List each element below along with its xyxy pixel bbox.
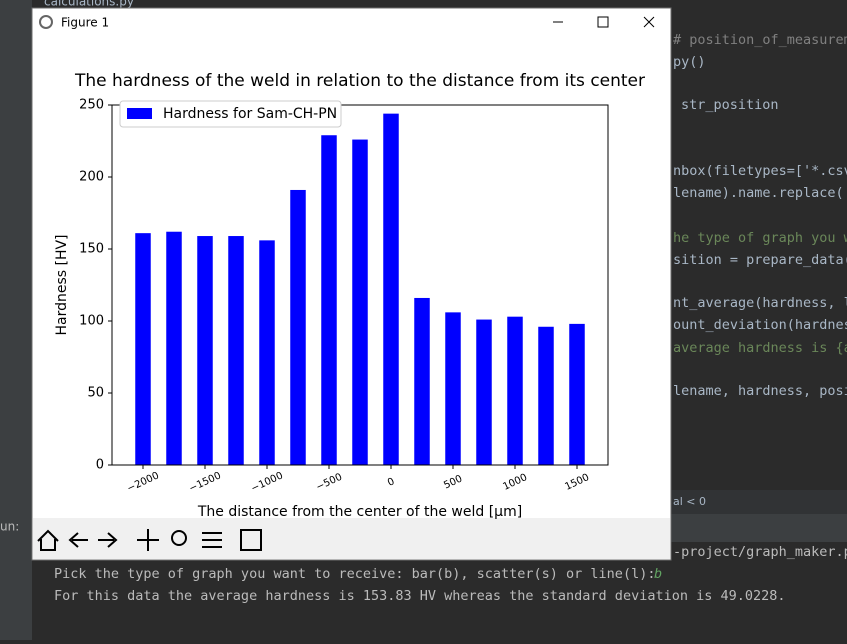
- legend-label: Hardness for Sam-CH-PN: [163, 106, 337, 122]
- x-axis-label: The distance from the center of the weld…: [197, 504, 522, 520]
- bar: [259, 240, 275, 465]
- code-line: he type of graph you w: [673, 230, 847, 246]
- code-line: # position_of_measurem: [673, 32, 847, 48]
- code-line: nbox(filetypes=['*.csv: [673, 163, 847, 179]
- code-line: average hardness is {a: [673, 340, 847, 356]
- y-tick-label: 100: [79, 314, 104, 329]
- legend: Hardness for Sam-CH-PN: [119, 100, 342, 128]
- window-title: Figure 1: [61, 16, 109, 30]
- breadcrumb: al < 0: [673, 495, 706, 508]
- y-axis-label: Hardness [HV]: [54, 234, 70, 335]
- configure-button[interactable]: [202, 532, 222, 548]
- back-button[interactable]: [68, 532, 88, 548]
- toolbar-buttons: [37, 529, 262, 551]
- bar: [569, 323, 585, 465]
- close-button[interactable]: [643, 16, 655, 28]
- y-tick-label: 150: [79, 242, 104, 257]
- bar: [507, 316, 523, 465]
- x-tick-label: 0: [386, 476, 396, 489]
- bar: [538, 326, 554, 465]
- bar: [445, 312, 461, 465]
- chart-title: The hardness of the weld in relation to …: [74, 71, 645, 91]
- ide-breadcrumb-bar: [671, 490, 847, 514]
- y-tick-label: 200: [79, 170, 104, 185]
- home-button[interactable]: [37, 529, 59, 551]
- code-line: ount_deviation(hardnes: [673, 317, 847, 333]
- bar: [321, 135, 337, 466]
- zoom-button[interactable]: [171, 530, 187, 546]
- legend-box: [119, 100, 342, 128]
- forward-button[interactable]: [98, 532, 118, 548]
- code-line: py(): [673, 54, 706, 70]
- code-line: lename).name.replace(': [673, 185, 847, 201]
- pan-button[interactable]: [137, 529, 159, 551]
- console-input: b: [654, 566, 662, 582]
- bar: [383, 113, 399, 465]
- axes-frame: [111, 104, 609, 466]
- y-tick-label: 0: [96, 458, 104, 473]
- ide-sidebar: [0, 0, 32, 640]
- file-tab[interactable]: calculations.py: [44, 0, 134, 9]
- toolbar: [33, 518, 670, 559]
- y-tick-label: 50: [87, 386, 104, 401]
- run-label: un:: [0, 520, 19, 534]
- bar: [476, 319, 492, 465]
- window-icon: [39, 15, 53, 29]
- legend-swatch: [127, 108, 152, 119]
- bar: [197, 236, 213, 465]
- code-line: sition = prepare_data(: [673, 252, 847, 268]
- console-line: -project/graph_maker.p: [673, 544, 847, 560]
- maximize-button[interactable]: [597, 16, 609, 28]
- console-line: Pick the type of graph you want to recei…: [54, 566, 655, 582]
- bar: [290, 189, 306, 465]
- bar: [166, 231, 182, 465]
- console-line: For this data the average hardness is 15…: [54, 588, 786, 604]
- code-line: str_position: [681, 97, 779, 113]
- y-tick-label: 250: [79, 98, 104, 113]
- bar: [135, 233, 151, 465]
- code-line: nt_average(hardness, l: [673, 295, 847, 311]
- bar: [414, 297, 430, 465]
- bar: [352, 139, 368, 465]
- code-line: lename, hardness, posi: [673, 383, 847, 399]
- save-button[interactable]: [240, 529, 262, 551]
- bar: [228, 236, 244, 465]
